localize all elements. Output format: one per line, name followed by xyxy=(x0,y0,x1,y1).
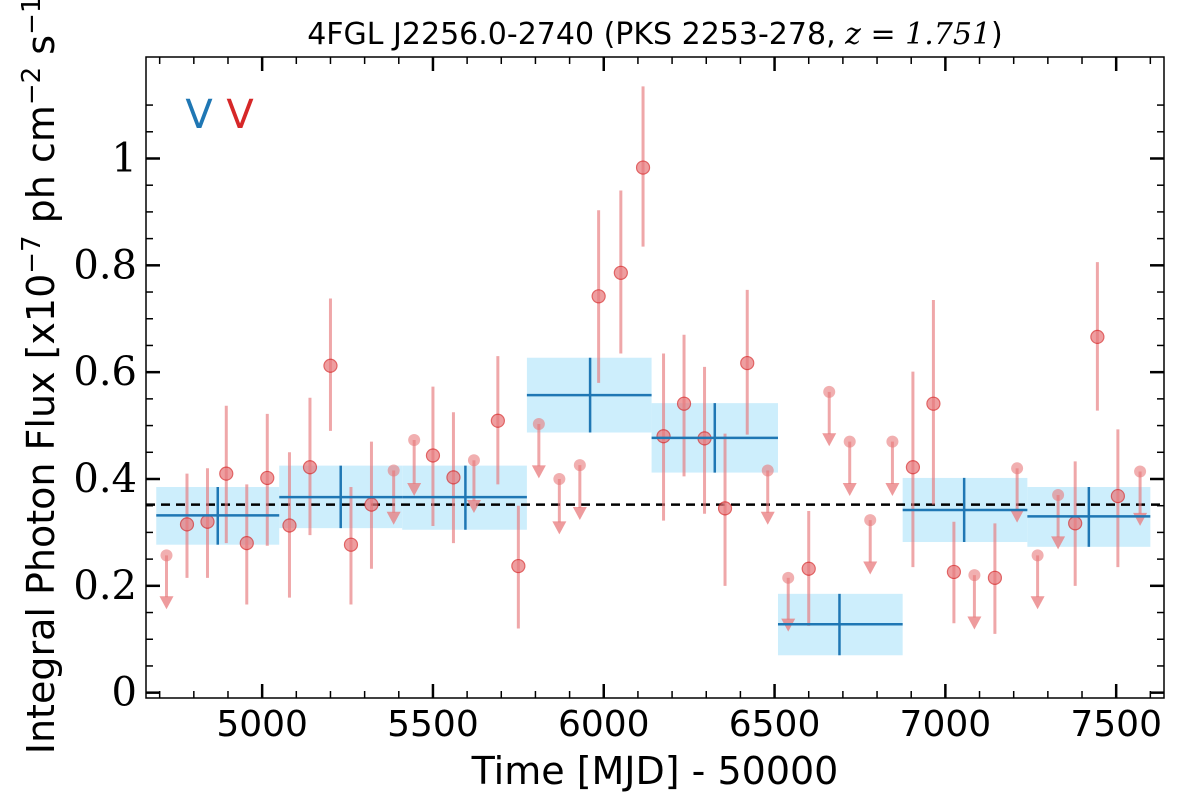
upper-limit-arrow-0 xyxy=(159,596,174,610)
upper-limit-marker-13 xyxy=(968,569,981,582)
upper-limit-arrow-7 xyxy=(760,511,775,525)
upper-limit-arrow-2 xyxy=(407,482,422,496)
data-point-22 xyxy=(801,561,816,576)
plot-area: 5000 5500 6000 6500 7000 7500 0 0.2 0.4 0.6 0.8 1 V V xyxy=(73,56,1165,745)
data-point-14 xyxy=(591,289,606,304)
upper-limit-marker-12 xyxy=(886,435,899,448)
data-point-2 xyxy=(219,466,234,481)
upper-limit-arrow-11 xyxy=(863,561,878,575)
upper-limit-marker-14 xyxy=(1011,462,1024,475)
data-point-23 xyxy=(905,460,921,475)
data-point-12 xyxy=(490,413,505,428)
data-point-25 xyxy=(946,564,962,580)
data-point-27 xyxy=(1068,516,1083,531)
y-label-exp-a: −7 xyxy=(17,235,47,273)
y-label-exp-b: −2 xyxy=(17,67,47,105)
upper-limit-marker-17 xyxy=(1134,465,1147,478)
data-point-17 xyxy=(656,429,671,444)
y-tick-label-2: 0.4 xyxy=(73,456,137,502)
upper-limit-marker-1 xyxy=(387,464,400,477)
x-axis-label: Time [MJD] - 50000 xyxy=(471,749,839,793)
y-label-exp-c: −1 xyxy=(17,0,47,35)
variability-flag-1: V xyxy=(226,92,254,138)
upper-limit-arrow-10 xyxy=(842,482,857,496)
upper-limit-marker-7 xyxy=(761,464,774,477)
data-point-7 xyxy=(323,358,338,373)
upper-limit-marker-15 xyxy=(1031,549,1044,562)
y-tick-label-0: 0 xyxy=(112,670,137,716)
upper-limit-marker-10 xyxy=(843,435,856,448)
data-point-29 xyxy=(1110,488,1125,504)
y-tick-label-1: 0.2 xyxy=(73,563,137,609)
y-axis-label: Integral Photon Flux [x10−7 ph cm−2 s−1] xyxy=(17,0,63,754)
x-tick-label-4: 7000 xyxy=(900,704,992,745)
upper-limit-marker-8 xyxy=(782,571,795,584)
x-tick-label-3: 6500 xyxy=(729,704,821,745)
data-point-11 xyxy=(446,470,461,485)
upper-limit-arrow-15 xyxy=(1030,596,1045,610)
chart-title: 4FGL J2256.0-2740 (PKS 2253-278, z = 1.7… xyxy=(307,17,1003,52)
upper-limit-marker-6 xyxy=(573,459,586,472)
data-point-21 xyxy=(740,355,755,371)
data-point-15 xyxy=(613,265,628,280)
x-tick-label-2: 6000 xyxy=(558,704,650,745)
upper-limit-arrow-12 xyxy=(885,482,900,496)
upper-limit-marker-16 xyxy=(1052,489,1065,502)
upper-limit-arrow-9 xyxy=(822,433,837,447)
upper-limit-arrow-5 xyxy=(552,521,567,535)
y-tick-label-5: 1 xyxy=(112,135,137,181)
data-point-26 xyxy=(987,570,1003,585)
data-point-24 xyxy=(926,396,941,411)
data-point-3 xyxy=(239,535,254,551)
upper-limit-arrow-6 xyxy=(572,506,587,520)
data-point-10 xyxy=(425,448,441,463)
upper-limit-marker-2 xyxy=(408,433,421,446)
chart-title-prefix: 4FGL J2256.0-2740 (PKS 2253-278, xyxy=(307,17,845,52)
data-point-13 xyxy=(511,558,526,574)
upper-limit-marker-3 xyxy=(467,454,480,467)
upper-limit-arrow-1 xyxy=(386,511,401,525)
chart-title-suffix: ) xyxy=(991,17,1003,52)
upper-limit-marker-9 xyxy=(823,385,836,398)
data-point-8 xyxy=(343,537,359,552)
upper-limit-marker-11 xyxy=(864,514,877,527)
x-tick-label-0: 5000 xyxy=(216,704,308,745)
data-point-0 xyxy=(179,517,195,532)
y-label-part-a: Integral Photon Flux [x10 xyxy=(19,274,63,755)
data-point-20 xyxy=(717,501,733,516)
upper-limit-arrow-3 xyxy=(466,500,481,514)
plot-frame xyxy=(145,56,1165,699)
data-point-4 xyxy=(260,470,275,486)
data-point-9 xyxy=(364,497,379,512)
data-point-28 xyxy=(1090,329,1105,345)
y-tick-label-3: 0.6 xyxy=(73,349,137,395)
data-point-16 xyxy=(635,160,651,175)
x-tick-label-5: 7500 xyxy=(1070,704,1162,745)
upper-limit-arrow-13 xyxy=(967,616,982,630)
y-tick-label-4: 0.8 xyxy=(73,242,137,288)
y-label-part-b: ph cm xyxy=(19,105,63,235)
data-point-18 xyxy=(676,396,692,411)
upper-limit-arrow-4 xyxy=(531,465,546,479)
data-point-6 xyxy=(302,460,318,475)
x-tick-label-1: 5500 xyxy=(387,704,479,745)
data-point-5 xyxy=(282,518,297,533)
upper-limit-marker-5 xyxy=(553,472,566,485)
chart-title-redshift: z = 1.751 xyxy=(844,17,991,52)
upper-limit-marker-0 xyxy=(160,549,173,562)
upper-limit-arrow-14 xyxy=(1010,509,1025,523)
upper-limit-arrow-16 xyxy=(1051,536,1066,550)
variability-flag-0: V xyxy=(185,92,213,138)
upper-limit-marker-4 xyxy=(532,417,545,430)
data-point-1 xyxy=(200,514,215,529)
y-label-part-c: s xyxy=(19,35,63,67)
